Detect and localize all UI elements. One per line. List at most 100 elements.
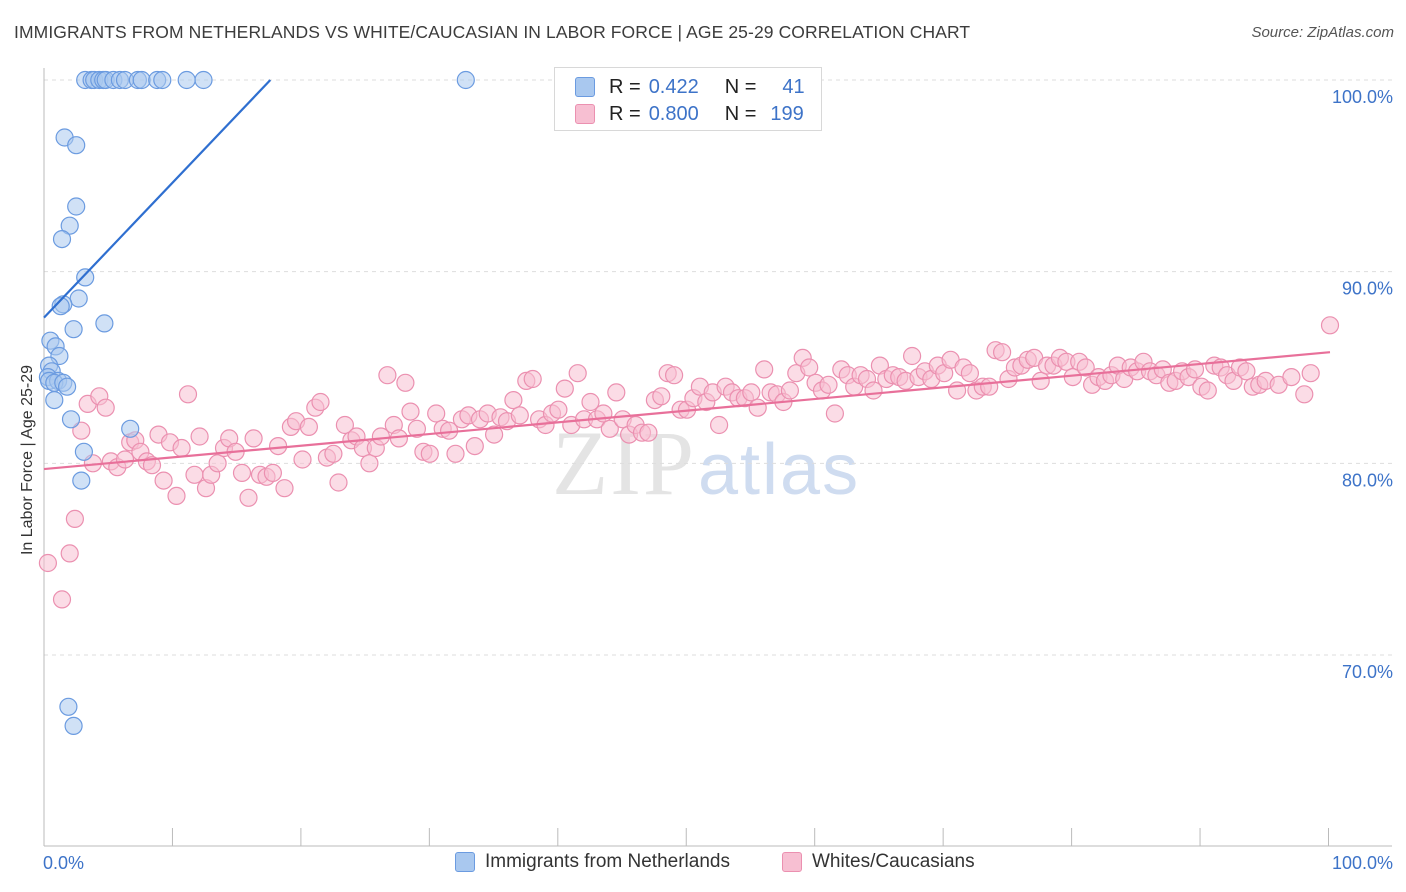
- whites-point[interactable]: [652, 387, 671, 406]
- netherlands-point[interactable]: [59, 697, 78, 716]
- whites-point[interactable]: [1076, 358, 1095, 377]
- whites-point[interactable]: [1198, 381, 1217, 400]
- whites-point[interactable]: [555, 379, 574, 398]
- whites-point[interactable]: [446, 444, 465, 463]
- netherlands-points: [38, 70, 475, 736]
- whites-point[interactable]: [263, 463, 282, 482]
- whites-point[interactable]: [360, 454, 379, 473]
- netherlands-point[interactable]: [72, 471, 91, 490]
- whites-point[interactable]: [549, 400, 568, 419]
- whites-point[interactable]: [178, 385, 198, 404]
- whites-point[interactable]: [401, 402, 420, 421]
- whites-point[interactable]: [1301, 364, 1320, 383]
- whites-point[interactable]: [38, 553, 58, 573]
- netherlands-point[interactable]: [456, 70, 475, 90]
- whites-point[interactable]: [748, 398, 767, 417]
- whites-point[interactable]: [244, 429, 263, 448]
- whites-point[interactable]: [239, 488, 258, 507]
- whites-point[interactable]: [167, 486, 186, 505]
- whites-point[interactable]: [185, 465, 204, 484]
- netherlands-point[interactable]: [177, 70, 196, 90]
- whites-point[interactable]: [65, 509, 85, 529]
- whites-point[interactable]: [329, 473, 348, 492]
- whites-point[interactable]: [709, 415, 729, 435]
- netherlands-point[interactable]: [194, 70, 213, 90]
- whites-point[interactable]: [639, 423, 658, 442]
- whites-point[interactable]: [299, 417, 318, 436]
- netherlands-point[interactable]: [76, 268, 95, 287]
- whites-point[interactable]: [485, 425, 504, 444]
- whites-point[interactable]: [208, 454, 227, 473]
- whites-point[interactable]: [523, 369, 542, 389]
- whites-point[interactable]: [607, 383, 626, 402]
- series-legend-netherlands[interactable]: Immigrants from Netherlands: [455, 851, 730, 873]
- whites-point[interactable]: [510, 406, 529, 425]
- netherlands-point[interactable]: [121, 419, 140, 438]
- netherlands-point[interactable]: [67, 197, 86, 216]
- whites-point[interactable]: [154, 471, 173, 490]
- whites-point[interactable]: [800, 358, 819, 377]
- whites-point[interactable]: [1237, 362, 1256, 381]
- whites-point[interactable]: [293, 450, 312, 469]
- netherlands-point[interactable]: [64, 716, 83, 736]
- whites-point[interactable]: [960, 364, 980, 383]
- series-legend-whites[interactable]: Whites/Caucasians: [782, 851, 975, 873]
- whites-point[interactable]: [371, 427, 390, 446]
- whites-point[interactable]: [232, 463, 252, 482]
- whites-point[interactable]: [311, 392, 330, 412]
- whites-point[interactable]: [664, 366, 684, 385]
- whites-point[interactable]: [992, 343, 1012, 362]
- whites-point[interactable]: [755, 360, 774, 379]
- whites-point[interactable]: [172, 438, 191, 458]
- whites-point[interactable]: [190, 427, 209, 446]
- whites-point[interactable]: [1295, 385, 1314, 404]
- netherlands-point[interactable]: [57, 377, 77, 396]
- whites-point[interactable]: [902, 346, 922, 366]
- whites-point[interactable]: [420, 444, 439, 463]
- series-swatch-pink: [782, 852, 802, 872]
- whites-point[interactable]: [504, 391, 523, 410]
- netherlands-point[interactable]: [45, 391, 64, 410]
- whites-point[interactable]: [427, 404, 446, 423]
- whites-trend-line: [43, 351, 1331, 471]
- netherlands-point[interactable]: [52, 230, 72, 249]
- whites-point[interactable]: [1031, 371, 1050, 390]
- netherlands-point[interactable]: [132, 70, 151, 90]
- whites-point[interactable]: [52, 590, 72, 609]
- whites-point[interactable]: [396, 373, 415, 392]
- whites-point[interactable]: [269, 437, 288, 456]
- watermark-atlas: atlas: [698, 430, 861, 510]
- netherlands-point[interactable]: [153, 70, 172, 90]
- whites-point[interactable]: [96, 398, 115, 417]
- netherlands-point[interactable]: [60, 216, 79, 235]
- whites-point[interactable]: [1282, 368, 1301, 387]
- netherlands-point[interactable]: [95, 314, 114, 333]
- netherlands-point[interactable]: [74, 442, 94, 461]
- whites-point[interactable]: [1320, 316, 1340, 335]
- whites-point[interactable]: [600, 419, 619, 438]
- whites-point[interactable]: [407, 419, 426, 438]
- whites-point[interactable]: [465, 437, 484, 456]
- whites-point[interactable]: [115, 450, 135, 469]
- whites-point[interactable]: [72, 421, 91, 440]
- netherlands-point[interactable]: [64, 320, 83, 339]
- whites-point[interactable]: [780, 381, 800, 400]
- whites-point[interactable]: [335, 415, 354, 435]
- whites-point[interactable]: [568, 364, 587, 383]
- whites-point[interactable]: [60, 544, 79, 563]
- correlation-legend: R = 0.422 N = 41 R = 0.800 N = 199: [554, 67, 822, 131]
- whites-point[interactable]: [581, 392, 600, 412]
- netherlands-point[interactable]: [61, 410, 81, 429]
- whites-point[interactable]: [819, 375, 838, 394]
- netherlands-point[interactable]: [69, 289, 88, 308]
- whites-point[interactable]: [825, 404, 845, 423]
- whites-point[interactable]: [142, 456, 162, 475]
- netherlands-point[interactable]: [67, 136, 86, 155]
- netherlands-point[interactable]: [51, 297, 70, 316]
- whites-point[interactable]: [742, 383, 761, 402]
- whites-point[interactable]: [324, 444, 343, 463]
- whites-point[interactable]: [378, 366, 397, 385]
- whites-point[interactable]: [275, 479, 294, 498]
- whites-point[interactable]: [980, 377, 999, 396]
